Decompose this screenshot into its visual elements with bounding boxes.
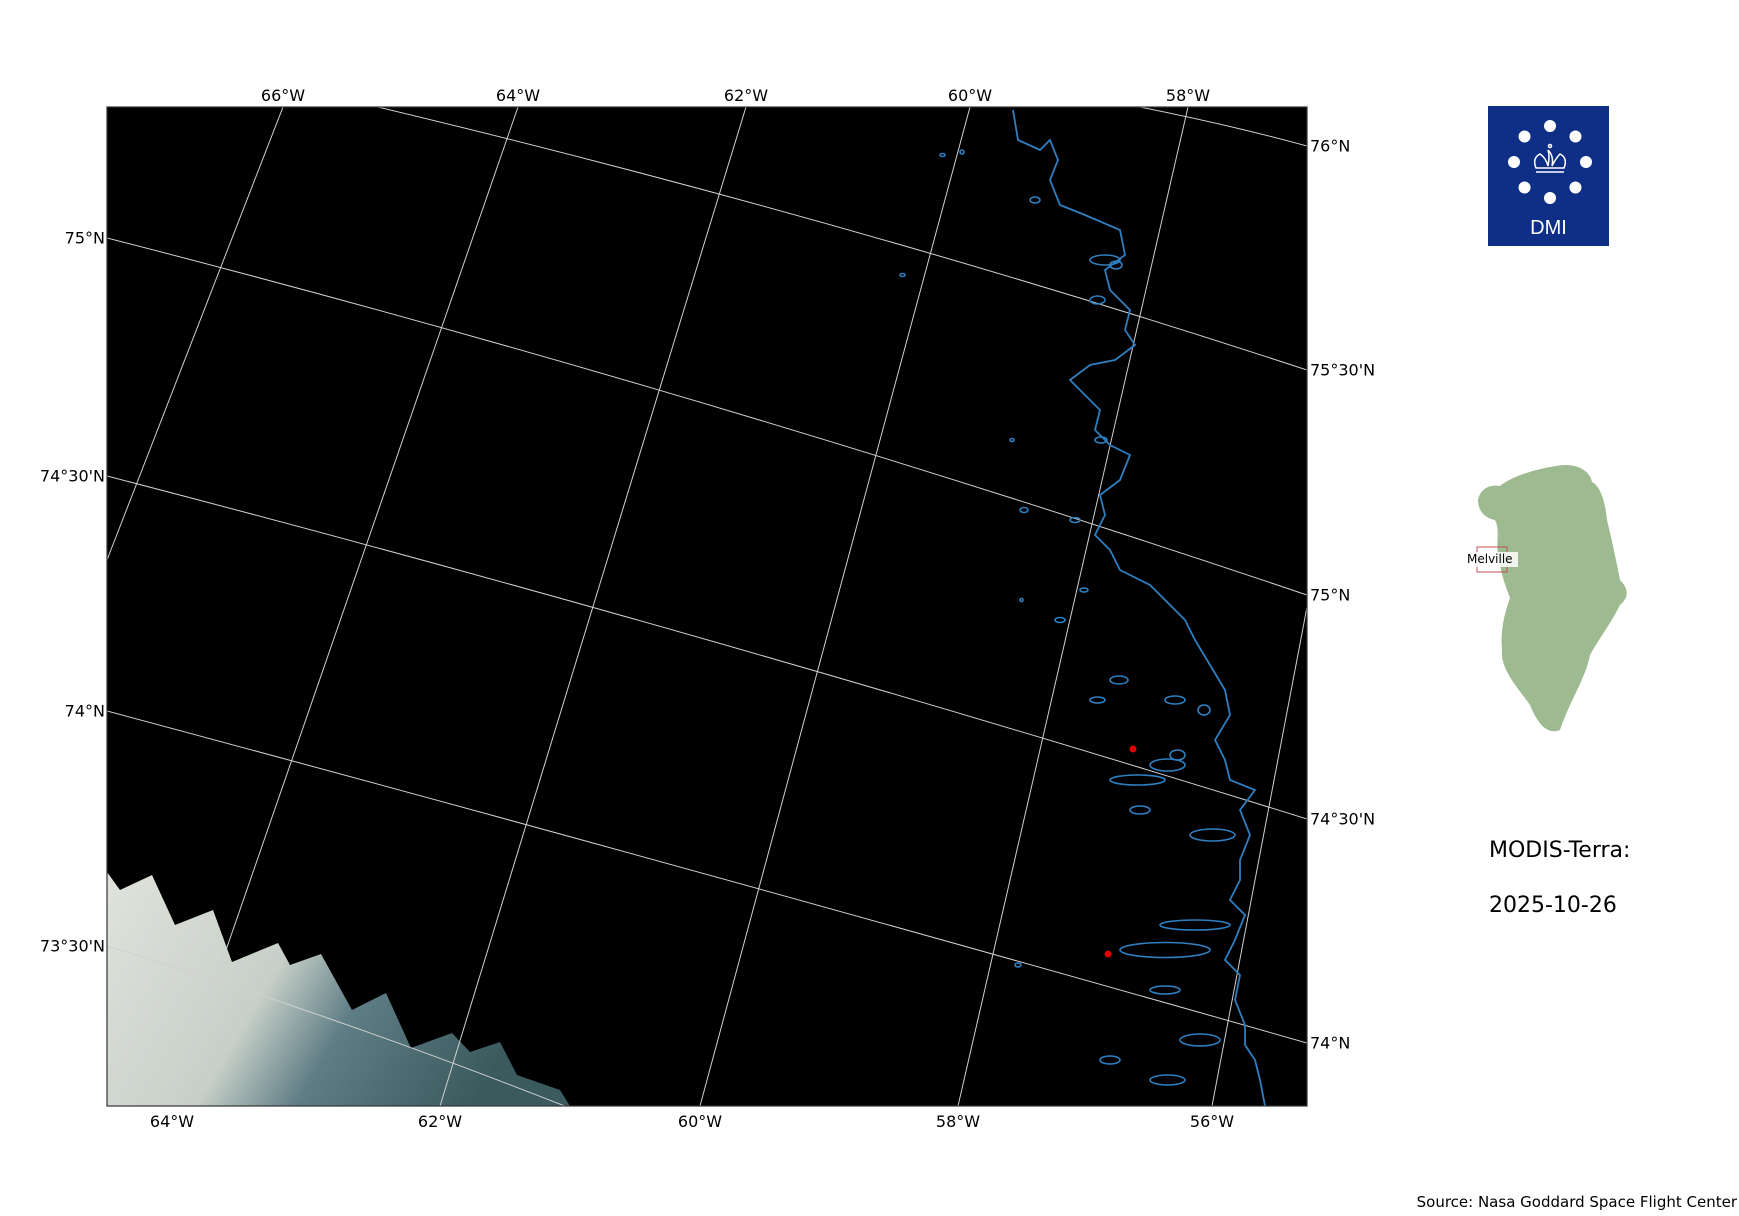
island-coastline (1119, 941, 1211, 959)
right-latitude-label: 76°N (1310, 136, 1351, 156)
right-latitude-label: 75°N (1310, 585, 1351, 605)
meridian-line (957, 107, 1189, 1106)
island-coastline (1019, 597, 1024, 603)
island-coastline (1089, 254, 1121, 266)
top-longitude-label: 60°W (947, 86, 993, 105)
island-coastline (1089, 696, 1106, 704)
logo-dot (1518, 130, 1531, 143)
island-coastline (1189, 828, 1236, 842)
inset-region-label: Melville (1467, 552, 1513, 566)
parallel-line (377, 107, 1307, 371)
meridian-line (1211, 606, 1307, 1106)
island-coastline (1029, 196, 1041, 204)
island-coastline (1169, 749, 1186, 761)
sensor-label: MODIS-Terra: (1489, 838, 1631, 863)
right-latitude-label: 75°30'N (1310, 360, 1376, 380)
island-coastline (1009, 437, 1015, 443)
logo-dot (1544, 192, 1556, 204)
right-latitude-label: 74°30'N (1310, 809, 1376, 829)
greenland-inset (1466, 464, 1627, 732)
top-longitude-label: 64°W (495, 86, 541, 105)
logo-text: DMI (1530, 217, 1567, 239)
island-coastline (1197, 704, 1211, 716)
island-coastline (939, 152, 946, 158)
logo-dot (1580, 156, 1592, 168)
crown-dots-emblem (1508, 120, 1592, 204)
island-coastline (1149, 1074, 1186, 1086)
left-latitude-label: 73°30'N (39, 936, 105, 956)
top-longitude-label: 62°W (723, 86, 769, 105)
left-latitude-label: 74°30'N (39, 466, 105, 486)
meridian-line (171, 107, 519, 1106)
logo-dot (1544, 120, 1556, 132)
bottom-longitude-label: 62°W (417, 1112, 463, 1131)
left-latitude-label: 75°N (64, 228, 105, 248)
parallel-line (1139, 107, 1307, 147)
island-coastline (1109, 260, 1123, 270)
island-coastline (1159, 919, 1231, 931)
island-coastline (959, 149, 965, 155)
logo-dot (1569, 181, 1582, 194)
bottom-longitude-label: 64°W (149, 1112, 195, 1131)
logo-dot (1518, 181, 1531, 194)
island-coastline (1179, 1033, 1221, 1047)
island-coastline (1129, 805, 1151, 815)
left-latitude-label: 74°N (64, 701, 105, 721)
bottom-longitude-label: 58°W (935, 1112, 981, 1131)
top-longitude-label: 66°W (260, 86, 306, 105)
coastline (1012, 109, 1266, 1106)
parallel-line (107, 237, 1307, 596)
right-latitude-label: 74°N (1310, 1033, 1351, 1053)
island-coastline (1019, 506, 1029, 514)
island-coastline (1069, 516, 1081, 524)
source-credit: Source: Nasa Goddard Space Flight Center (1416, 1193, 1737, 1211)
island-coastline (1109, 774, 1166, 786)
logo-dot (1508, 156, 1520, 168)
meridian-line (439, 107, 747, 1106)
map-frame (106, 106, 1308, 1107)
island-coastline (1109, 675, 1129, 685)
parallel-line (107, 475, 1307, 820)
island-coastline (1149, 985, 1181, 995)
greenland-shape (1478, 464, 1627, 732)
bottom-longitude-label: 60°W (677, 1112, 723, 1131)
satellite-imagery (107, 872, 570, 1106)
bottom-longitude-label: 56°W (1189, 1112, 1235, 1131)
island-coastline (1014, 962, 1022, 968)
dmi-logo: DMI (1488, 106, 1609, 246)
parallel-line (107, 945, 567, 1106)
meridian-line (107, 107, 284, 561)
map-background (107, 107, 1307, 1106)
date-label: 2025-10-26 (1489, 893, 1617, 918)
logo-dot (1569, 130, 1582, 143)
parallel-line (107, 710, 1307, 1044)
island-coastline (899, 272, 906, 278)
island-coastline (1149, 758, 1186, 772)
top-longitude-label: 58°W (1165, 86, 1211, 105)
island-coastline (1164, 695, 1186, 705)
island-coastline (1094, 436, 1108, 444)
island-coastline (1079, 587, 1089, 593)
island-coastline (1054, 616, 1066, 624)
site-marker (1104, 950, 1112, 958)
meridian-line (699, 107, 971, 1106)
site-marker (1129, 745, 1137, 753)
island-coastline (1099, 1055, 1121, 1065)
island-coastline (1089, 295, 1106, 305)
